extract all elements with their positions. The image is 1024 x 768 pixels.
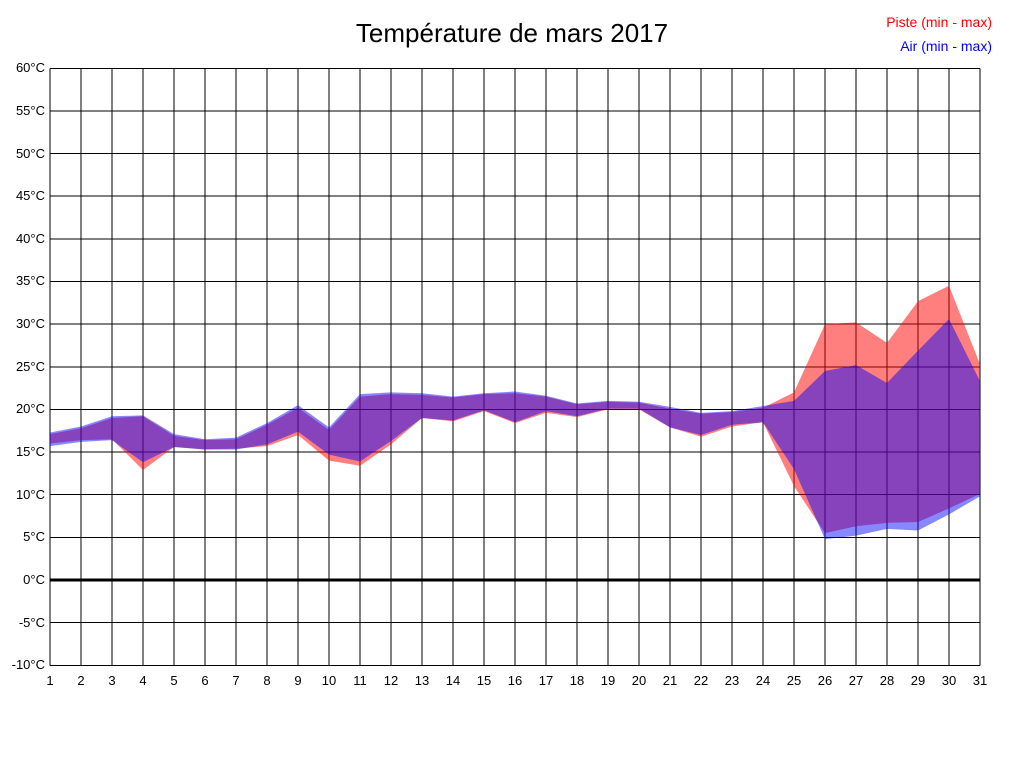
x-tick-label: 10: [321, 673, 337, 689]
y-tick-label: 20°C: [15, 401, 45, 417]
x-tick-label: 31: [972, 673, 988, 689]
y-tick-label: 60°C: [15, 60, 45, 76]
x-tick-label: 6: [201, 673, 209, 689]
x-tick-label: 27: [848, 673, 864, 689]
y-tick-label: 5°C: [23, 529, 45, 545]
x-tick-label: 19: [600, 673, 616, 689]
x-tick-label: 18: [569, 673, 585, 689]
y-tick-label: -5°C: [18, 614, 45, 630]
x-tick-label: 1: [46, 673, 54, 689]
x-tick-label: 29: [910, 673, 926, 689]
chart-title: Température de mars 2017: [355, 18, 669, 48]
x-tick-label: 2: [77, 673, 85, 689]
x-tick-label: 16: [507, 673, 523, 689]
legend: Piste (min - max) Air (min - max): [886, 10, 992, 58]
y-tick-label: -10°C: [11, 657, 45, 673]
x-tick-label: 17: [538, 673, 554, 689]
y-tick-label: 50°C: [15, 145, 45, 161]
x-tick-label: 24: [755, 673, 771, 689]
x-tick-label: 20: [631, 673, 647, 689]
y-tick-label: 55°C: [15, 102, 45, 118]
x-tick-label: 11: [353, 673, 367, 689]
x-tick-label: 30: [941, 673, 957, 689]
x-tick-label: 8: [263, 673, 271, 689]
y-tick-label: 25°C: [15, 358, 45, 374]
air-band: [50, 319, 980, 540]
y-tick-label: 40°C: [15, 230, 45, 246]
x-tick-label: 3: [108, 673, 116, 689]
x-tick-label: 14: [445, 673, 461, 689]
y-tick-label: 10°C: [15, 486, 45, 502]
legend-air-label: Air (min - max): [900, 38, 992, 54]
x-tick-label: 25: [786, 673, 802, 689]
y-tick-label: 0°C: [23, 572, 45, 587]
x-tick-label: 28: [879, 673, 895, 689]
x-tick-label: 5: [170, 673, 178, 689]
x-tick-label: 13: [414, 673, 430, 689]
x-tick-label: 9: [294, 673, 302, 689]
x-tick-label: 21: [662, 673, 678, 689]
x-tick-label: 26: [817, 673, 833, 689]
piste-band: [50, 285, 980, 534]
x-tick-label: 22: [693, 673, 709, 689]
y-tick-label: 45°C: [15, 188, 45, 204]
y-tick-label: 15°C: [15, 444, 45, 460]
x-tick-label: 4: [139, 673, 147, 689]
x-tick-label: 23: [724, 673, 740, 689]
legend-piste-label: Piste (min - max): [886, 14, 992, 30]
x-tick-label: 15: [476, 673, 492, 689]
x-tick-label: 12: [383, 673, 399, 689]
y-tick-label: 30°C: [15, 316, 45, 332]
x-tick-label: 7: [232, 673, 240, 689]
y-tick-label: 35°C: [15, 273, 45, 289]
